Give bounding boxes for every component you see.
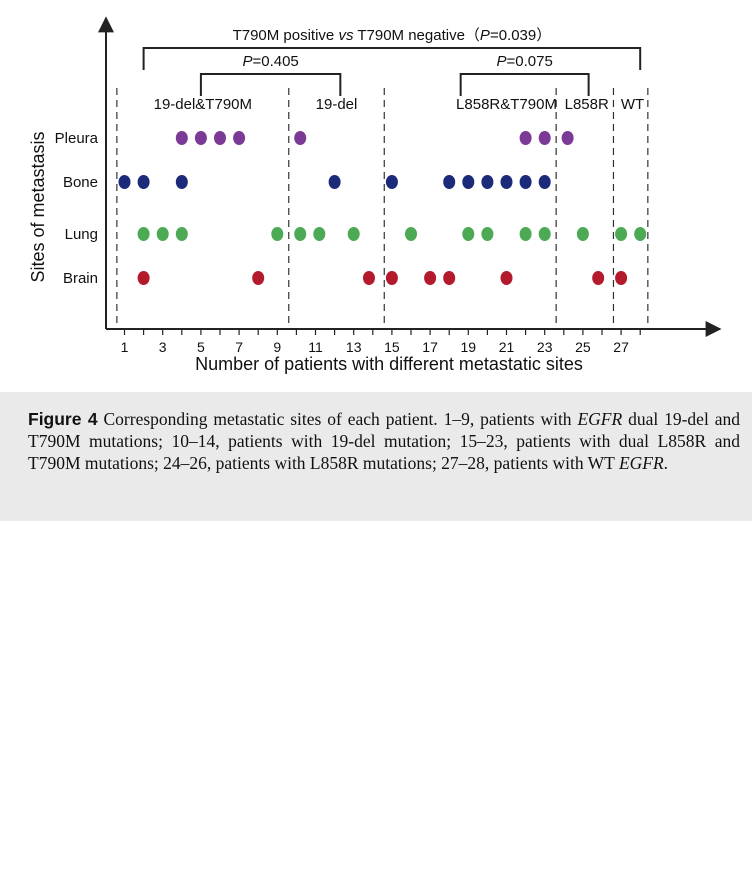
y-category-label: Bone — [63, 174, 98, 191]
data-point-brain — [252, 271, 265, 285]
data-point-pleura — [561, 131, 574, 145]
data-point-lung — [462, 227, 475, 241]
caption-text-1: Corresponding metastatic sites of each p… — [97, 409, 578, 429]
caption-text-2: dual 19-del and T790M mutations; 10–14, … — [28, 409, 740, 473]
data-point-bone — [519, 175, 532, 189]
data-point-bone — [443, 175, 456, 189]
data-point-pleura — [233, 131, 246, 145]
group-label: L858R — [565, 96, 609, 113]
data-point-lung — [481, 227, 494, 241]
data-point-lung — [519, 227, 532, 241]
data-point-pleura — [214, 131, 226, 145]
comparison-label: P=0.405 — [242, 53, 298, 70]
data-point-pleura — [538, 131, 551, 145]
comparison-bracket — [459, 73, 590, 96]
data-point-lung — [634, 227, 647, 241]
x-tick-label: 5 — [197, 339, 205, 355]
group-label: 19-del — [316, 96, 358, 113]
data-point-brain — [500, 271, 513, 285]
watermark: 知乎 @绘真医讯 — [570, 874, 696, 893]
data-point-bone — [500, 175, 513, 189]
x-tick-label: 17 — [422, 339, 438, 355]
comparison-bracket — [199, 73, 342, 96]
comparison-label: P=0.075 — [496, 53, 552, 70]
figure-label: Figure 4 — [28, 409, 98, 429]
x-tick-label: 15 — [384, 339, 400, 355]
data-point-lung — [576, 227, 589, 241]
figure-panel: T790M positive vs T790M negative（P=0.039… — [0, 0, 752, 393]
y-category-label: Lung — [65, 226, 98, 243]
x-axis-title: Number of patients with different metast… — [195, 354, 583, 374]
x-tick-label: 25 — [575, 339, 591, 355]
data-point-lung — [538, 227, 551, 241]
x-tick-label: 3 — [159, 339, 167, 355]
data-point-bone — [175, 175, 188, 189]
data-point-lung — [156, 227, 169, 241]
y-category-label: Brain — [63, 270, 98, 287]
data-point-lung — [615, 227, 628, 241]
group-label: WT — [621, 96, 644, 113]
x-tick-label: 21 — [499, 339, 515, 355]
data-point-pleura — [194, 131, 207, 145]
data-point-pleura — [294, 131, 307, 145]
group-label: L858R&T790M — [456, 96, 557, 113]
x-tick-label: 13 — [346, 339, 362, 355]
x-tick-label: 9 — [273, 339, 281, 355]
x-tick-label: 7 — [235, 339, 243, 355]
data-point-bone — [481, 175, 494, 189]
data-point-brain — [592, 271, 605, 285]
data-point-bone — [328, 175, 341, 189]
comparison-bracket — [142, 47, 642, 70]
x-tick-label: 19 — [461, 339, 477, 355]
data-point-lung — [175, 227, 188, 241]
data-point-lung — [294, 227, 307, 241]
data-point-bone — [385, 175, 398, 189]
data-point-lung — [313, 227, 326, 241]
data-point-bone — [538, 175, 551, 189]
caption-gene-1: EGFR — [577, 409, 623, 429]
data-point-bone — [462, 175, 475, 189]
x-tick-label: 27 — [613, 339, 629, 355]
data-point-lung — [347, 227, 360, 241]
metastasis-chart: T790M positive vs T790M negative（P=0.039… — [28, 16, 722, 374]
caption-gene-2: EGFR — [618, 453, 664, 473]
data-point-lung — [405, 227, 417, 241]
figure-caption: Figure 4 Corresponding metastatic sites … — [28, 408, 740, 474]
data-point-pleura — [175, 131, 188, 145]
x-tick-label: 23 — [537, 339, 553, 355]
y-category-label: Pleura — [55, 130, 99, 147]
data-point-brain — [443, 271, 456, 285]
caption-box: Figure 4 Corresponding metastatic sites … — [0, 392, 752, 893]
data-point-bone — [137, 175, 150, 189]
data-point-brain — [362, 271, 375, 285]
comparison-label: T790M positive vs T790M negative（P=0.039… — [233, 27, 552, 44]
data-point-brain — [137, 271, 150, 285]
data-point-lung — [137, 227, 150, 241]
data-point-brain — [615, 271, 628, 285]
y-axis-title: Sites of metastasis — [28, 131, 48, 282]
data-point-brain — [385, 271, 398, 285]
x-tick-label: 1 — [121, 339, 129, 355]
data-point-pleura — [519, 131, 532, 145]
data-point-brain — [424, 271, 437, 285]
group-label: 19-del&T790M — [154, 96, 252, 113]
data-point-lung — [271, 227, 284, 241]
caption-text-3: . — [663, 453, 669, 473]
x-tick-label: 11 — [308, 339, 323, 355]
data-point-bone — [118, 175, 131, 189]
